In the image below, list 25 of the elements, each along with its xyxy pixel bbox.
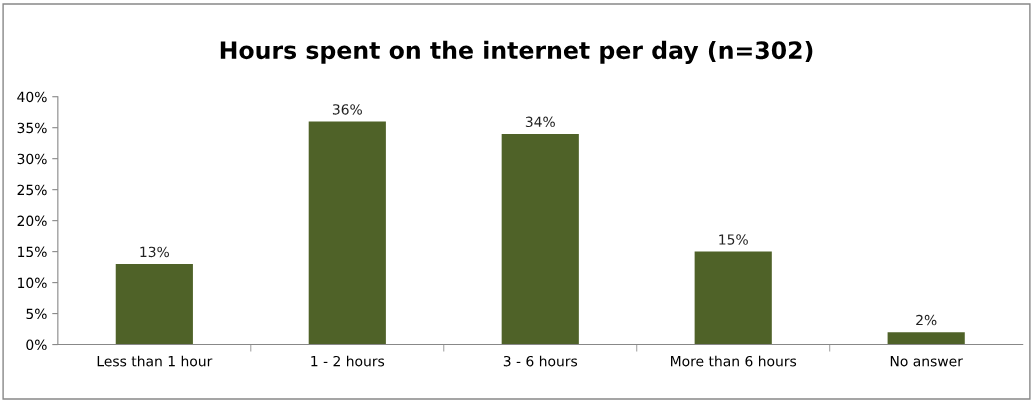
bar (887, 332, 965, 345)
y-tick-label: 20% (17, 215, 47, 227)
data-label: 2% (916, 314, 937, 326)
y-tick-label: 40% (17, 91, 47, 103)
chart-title: Hours spent on the internet per day (n=302) (220, 40, 813, 64)
x-tick-label: Less than 1 hour (97, 355, 213, 367)
bar (501, 133, 579, 345)
x-tick-label: More than 6 hours (671, 355, 797, 367)
bar (694, 251, 772, 345)
y-tick-label: 0% (26, 339, 47, 351)
bar (115, 264, 193, 345)
x-tick-label: 1 - 2 hours (311, 355, 385, 367)
y-tick-label: 25% (17, 184, 47, 196)
data-label: 36% (332, 104, 362, 115)
x-tick-label: 3 - 6 hours (503, 355, 578, 367)
y-tick-label: 10% (18, 277, 47, 289)
y-tick-label: 15% (18, 246, 47, 258)
y-tick-label: 30% (17, 153, 47, 165)
data-label: 15% (719, 234, 748, 245)
x-tick-label: No answer (890, 356, 963, 367)
bar (308, 121, 386, 345)
y-tick-label: 5% (26, 308, 47, 320)
data-label: 13% (140, 246, 169, 258)
data-label: 34% (525, 116, 555, 128)
y-tick-label: 35% (17, 122, 47, 134)
